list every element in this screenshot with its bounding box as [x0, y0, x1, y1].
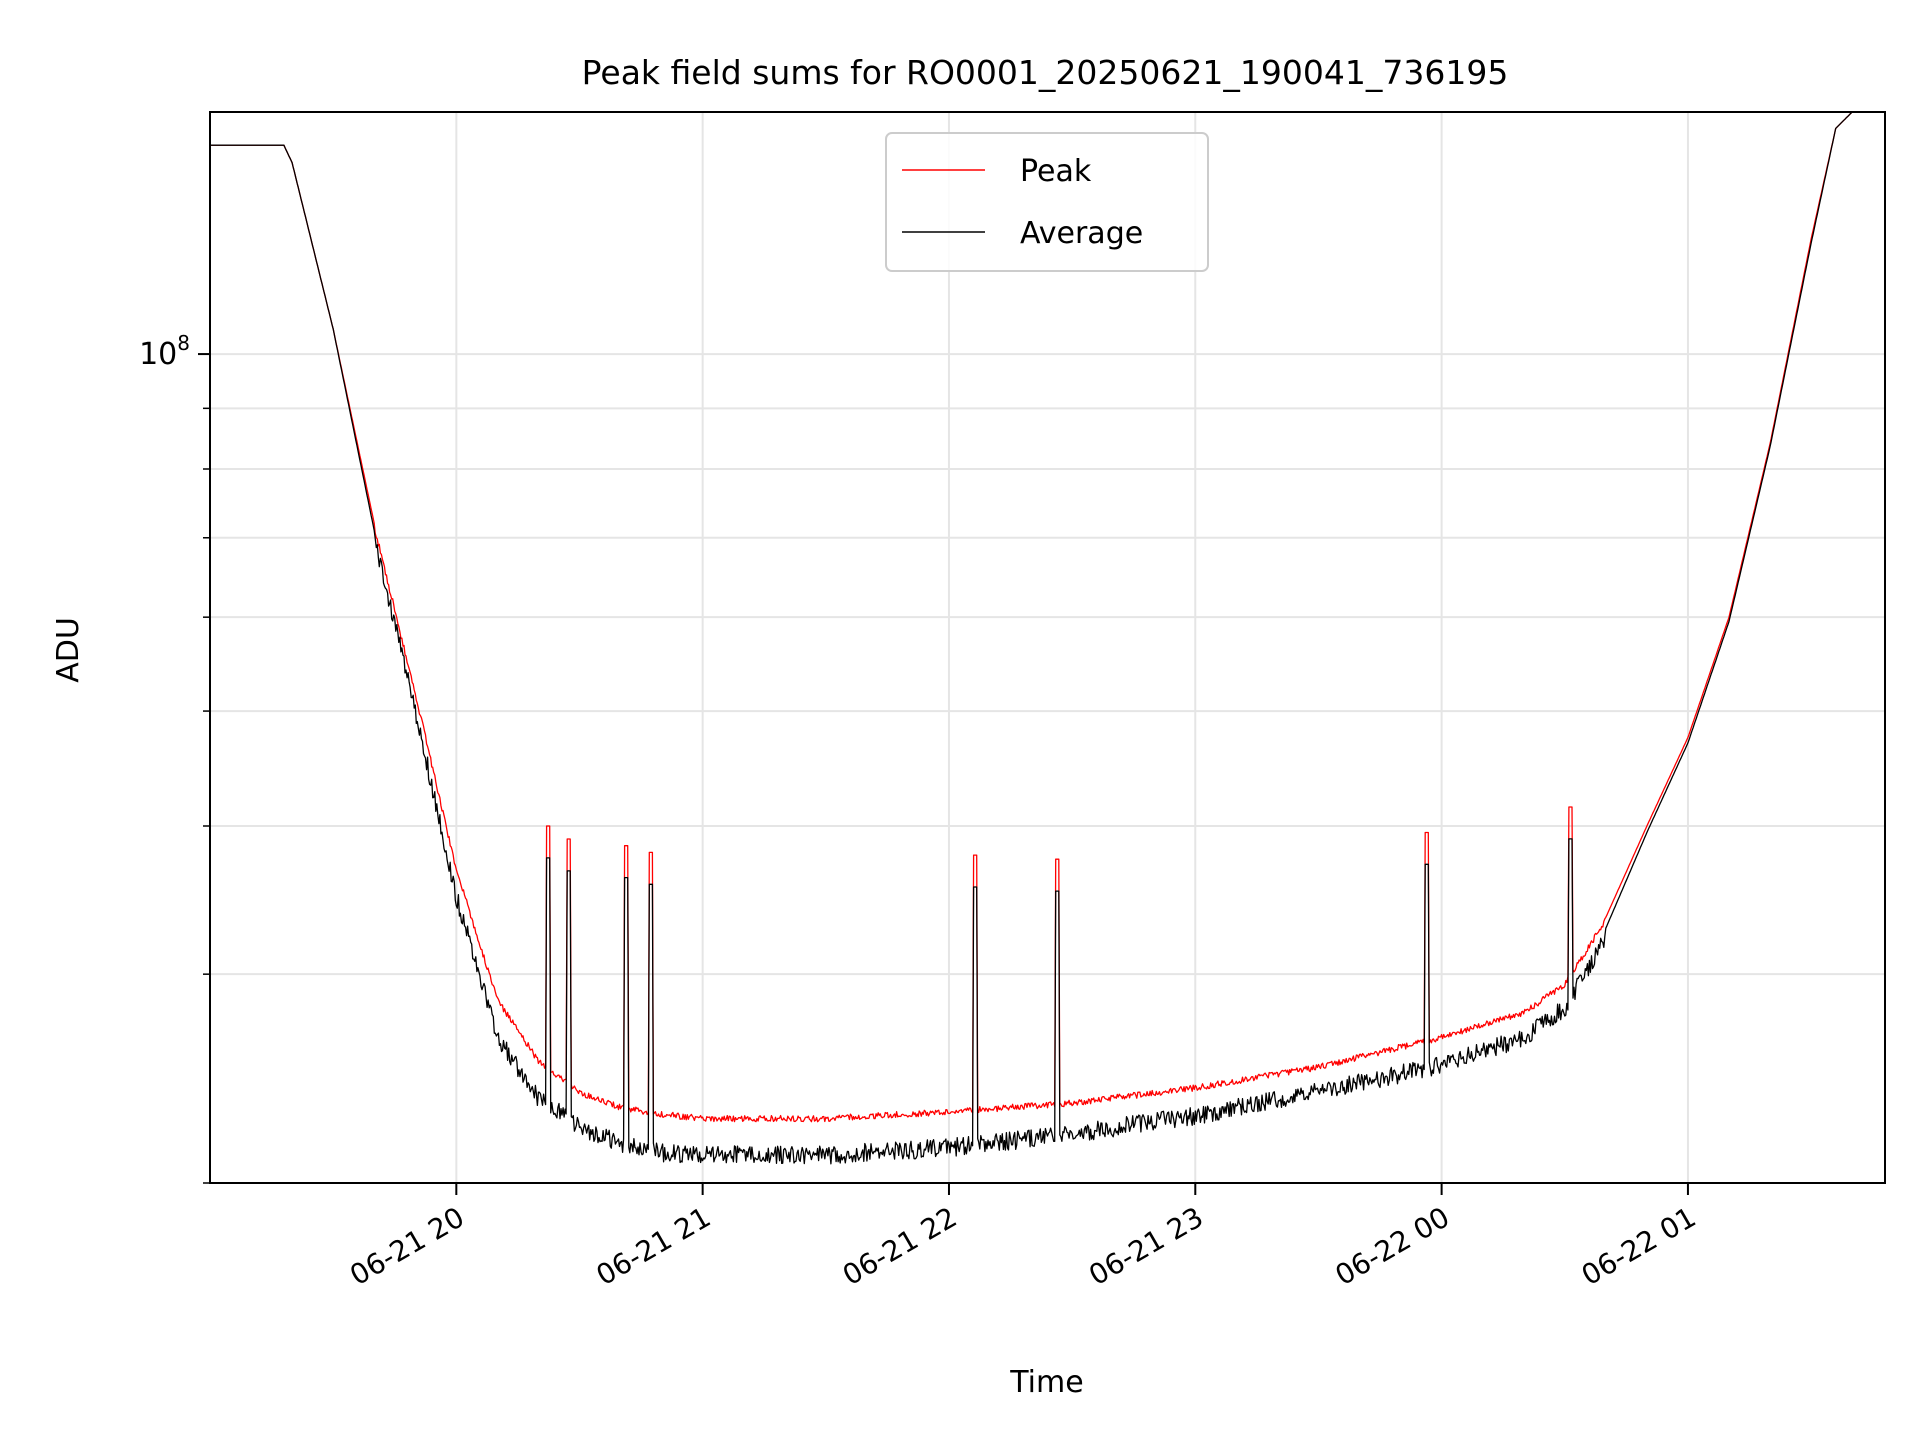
x-axis-label: Time — [1009, 1365, 1083, 1400]
series-line-peak — [210, 112, 1885, 1123]
y-tick-label: 108 — [139, 331, 190, 372]
series-line-average — [210, 112, 1885, 1165]
chart-title: Peak field sums for RO0001_20250621_1900… — [582, 53, 1509, 92]
series-group — [210, 112, 1885, 1165]
y-axis-label: ADU — [51, 617, 86, 683]
legend-average-label: Average — [1020, 216, 1143, 251]
legend: Peak Average — [885, 132, 1209, 272]
plot-frame — [209, 111, 1886, 1184]
legend-box — [885, 132, 1209, 272]
legend-peak-label: Peak — [1020, 154, 1092, 189]
